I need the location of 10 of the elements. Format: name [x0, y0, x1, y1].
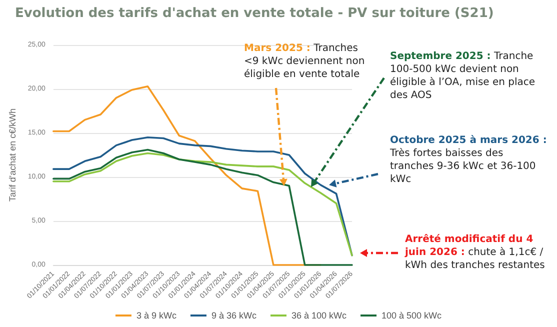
legend-label: 100 à 500 kWc — [382, 310, 442, 320]
text: Septembre 2025 : Tranche 100-500 kWc devient non éligible à l’OA, mise en place des AOS — [390, 50, 536, 102]
y-axis-title: Tarif d'achat en c€/kWh — [8, 108, 18, 202]
chart-title: Evolution des tarifs d'achat en vente totale - PV sur toiture (S21) — [15, 6, 494, 21]
legend-label: 3 à 9 kWc — [136, 310, 177, 320]
text: Arrêté modificatif du 4 juin 2026 : chute à 1,1c€ / kWh des tranches restantes — [405, 233, 546, 272]
legend-label: 36 à 100 kWc — [291, 310, 348, 320]
annotation: Mars 2025 : Tranches <9 kWc deviennent non éligible en vente totale — [244, 42, 366, 81]
legend-label: 9 à 36 kWc — [211, 310, 257, 320]
text: Octobre 2025 à mars 2026 : Très fortes baisses des tranches 9-36 kWc et 36-100 kWc — [390, 134, 548, 186]
